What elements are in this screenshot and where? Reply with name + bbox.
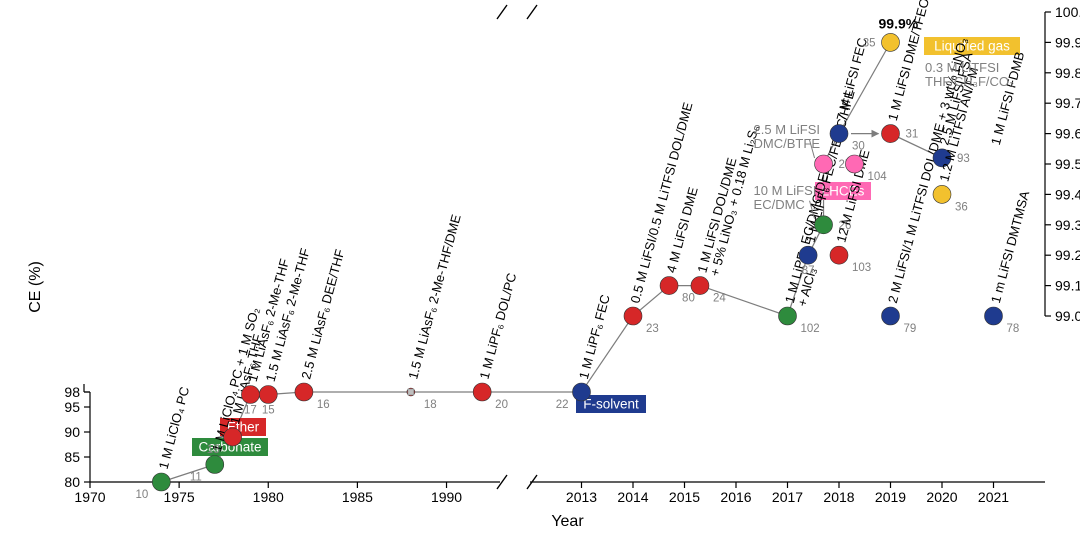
point-id-35: 35: [863, 37, 876, 49]
y-tick-left-label: 85: [64, 449, 80, 465]
point-104: [845, 155, 863, 173]
point-id-24: 24: [713, 293, 726, 305]
y-tick-left-label: 80: [64, 474, 80, 490]
point-18-square: [408, 389, 414, 395]
point-anno-22: 1 M LiPF₆ FEC: [576, 293, 613, 381]
x-axis-break-mark-top: [497, 5, 507, 19]
point-15: [259, 386, 277, 404]
point-24: [691, 277, 709, 295]
point-anno-78: 1 m LiFSI DMTMSA: [988, 189, 1032, 305]
point-20: [473, 383, 491, 401]
point-anno-group-24: 1 M LiFSI DOL/DME+ 5% LiNO₃ + 0.18 M Li₂…: [694, 120, 761, 278]
y-tick-right-label: 99.6: [1055, 126, 1080, 142]
x-axis-break-mark-top: [527, 5, 537, 19]
x-tick-label: 2016: [720, 489, 751, 505]
y-tick-left-label: 90: [64, 424, 80, 440]
point-anno-group-20: 1 M LiPF₆ DOL/PC: [477, 271, 520, 380]
point-27: [815, 155, 833, 173]
point-78: [985, 307, 1003, 325]
point-anno-26: 10 M LiFSI: [754, 183, 817, 198]
y-tick-right-label: 99.7: [1055, 95, 1080, 111]
point-103: [830, 246, 848, 264]
x-axis-title: Year: [551, 513, 584, 530]
point-id-102: 102: [801, 323, 820, 335]
point-anno-group-10: 1 M LiClO₄ PC: [156, 385, 192, 471]
point-id-16: 16: [317, 399, 330, 411]
point-id-104: 104: [867, 171, 887, 183]
point-id-31: 31: [906, 129, 919, 141]
point-id-93: 93: [957, 153, 970, 165]
x-tick-label: 1980: [253, 489, 284, 505]
y-tick-right-label: 99.8: [1055, 65, 1080, 81]
y-tick-left-label: 98: [64, 384, 80, 400]
point-79: [882, 307, 900, 325]
point-16: [295, 383, 313, 401]
point-id-15: 15: [262, 405, 275, 417]
point-anno-group-22: 1 M LiPF₆ FEC: [576, 293, 613, 381]
y-tick-left-label: 95: [64, 399, 80, 415]
point-anno-group-18: 1.5 M LiAsF₆ 2-Me-THF/DME: [405, 212, 464, 380]
point-id-80: 80: [682, 293, 695, 305]
x-tick-label: 2015: [669, 489, 700, 505]
point-id-10: 10: [136, 489, 149, 501]
point-11: [206, 456, 224, 474]
point-22: [573, 383, 591, 401]
y-tick-right-label: 99.3: [1055, 217, 1080, 233]
y-axis-left-title: CE (%): [27, 261, 44, 313]
point-36: [933, 185, 951, 203]
x-tick-label: 2020: [926, 489, 957, 505]
x-tick-label: 1975: [164, 489, 195, 505]
x-tick-label: 1970: [74, 489, 105, 505]
point-id-20: 20: [495, 399, 508, 411]
point-17: [241, 386, 259, 404]
y-tick-right-label: 99.4: [1055, 186, 1080, 202]
category-label-liqgas: Liquified gas: [934, 39, 1010, 54]
y-tick-right-label: 99.0: [1055, 308, 1080, 324]
y-tick-right-label: 99.2: [1055, 247, 1080, 263]
category-label-fsolvent: F-solvent: [583, 397, 639, 412]
point-37: [799, 246, 817, 264]
point-80: [660, 277, 678, 295]
point-id-18: 18: [424, 399, 437, 411]
x-tick-label: 1985: [342, 489, 373, 505]
point-anno-26: EC/DMC: [754, 197, 805, 212]
point-anno-27: DMC/BTFE: [754, 136, 821, 151]
x-tick-label: 1990: [431, 489, 462, 505]
x-tick-label: 2017: [772, 489, 803, 505]
point-anno-18: 1.5 M LiAsF₆ 2-Me-THF/DME: [405, 212, 464, 380]
point-13: [224, 428, 242, 446]
x-tick-label: 2014: [617, 489, 648, 505]
y-tick-right-label: 99.9: [1055, 34, 1080, 50]
point-id-11: 11: [190, 472, 202, 484]
point-id-78: 78: [1007, 323, 1020, 335]
y-tick-right-label: 99.5: [1055, 156, 1080, 172]
point-10: [152, 473, 170, 491]
point-anno-group-78: 1 m LiFSI DMTMSA: [988, 189, 1032, 305]
point-anno-20: 1 M LiPF₆ DOL/PC: [477, 271, 520, 380]
point-id-36: 36: [955, 201, 968, 213]
point-30: [830, 125, 848, 143]
point-id-103: 103: [852, 262, 871, 274]
point-id-13: 13: [207, 444, 220, 456]
anno-liqgas-sub: 0.3 M LiTFSI: [925, 60, 999, 75]
point-id-22: 22: [556, 399, 569, 411]
point-26: [815, 216, 833, 234]
point-id-79: 79: [904, 323, 917, 335]
point-id-37: 37: [802, 265, 815, 277]
point-102: [779, 307, 797, 325]
point-anno-27: 2.5 M LiFSI: [754, 122, 820, 137]
x-tick-label: 2018: [823, 489, 854, 505]
x-tick-label: 2021: [978, 489, 1009, 505]
x-tick-label: 2019: [875, 489, 906, 505]
point-35: [882, 33, 900, 51]
y-tick-right-label: 99.1: [1055, 278, 1080, 294]
point-id-23: 23: [646, 323, 659, 335]
point-id-17: 17: [244, 405, 257, 417]
anno-liqgas-sub: THF/CH₃F/CO₂: [925, 74, 1014, 89]
y-tick-right-label: 100.0: [1055, 4, 1080, 20]
point-23: [624, 307, 642, 325]
x-tick-label: 2013: [566, 489, 597, 505]
point-31: [882, 125, 900, 143]
point-anno-10: 1 M LiClO₄ PC: [156, 385, 192, 471]
